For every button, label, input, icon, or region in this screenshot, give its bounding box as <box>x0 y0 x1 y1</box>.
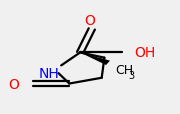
Text: O: O <box>8 77 19 91</box>
Polygon shape <box>80 53 110 65</box>
Text: 3: 3 <box>129 70 135 80</box>
Text: CH: CH <box>115 63 133 76</box>
Text: O: O <box>85 14 95 27</box>
Text: NH: NH <box>38 66 59 80</box>
Text: OH: OH <box>134 46 155 60</box>
